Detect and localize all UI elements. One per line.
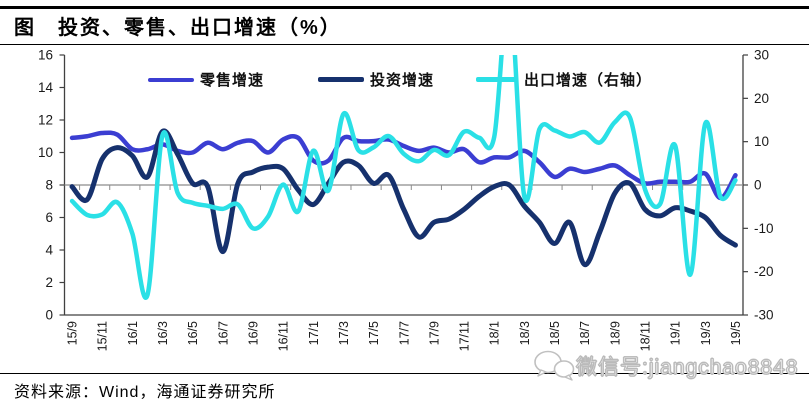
x-axis-tick-label: 16/11	[277, 321, 291, 351]
legend-marker-retail	[148, 77, 194, 82]
right-axis-tick-label: -30	[754, 308, 774, 323]
x-axis-tick-label: 19/1	[669, 321, 683, 345]
right-axis-tick-label: -10	[754, 221, 774, 236]
x-axis-tick-label: 16/7	[216, 321, 230, 345]
x-axis-tick-label: 17/7	[397, 321, 411, 345]
legend-label-retail: 零售增速	[200, 72, 265, 89]
right-axis-tick-label: -20	[754, 264, 774, 279]
x-axis-tick-label: 16/9	[246, 321, 260, 345]
footer-divider	[0, 373, 809, 374]
wechat-id: 微信号:jiangchao8848	[575, 355, 799, 379]
wechat-watermark: 微信号:jiangchao8848	[532, 349, 798, 383]
left-axis-tick-label: 4	[45, 243, 53, 258]
legend-item-investment: 投资增速	[318, 69, 434, 90]
right-axis-tick-label: 20	[754, 91, 769, 106]
x-axis-tick-label: 17/9	[427, 321, 441, 345]
x-axis-tick-label: 17/11	[458, 321, 472, 351]
right-axis-tick-label: 10	[754, 134, 769, 149]
export-growth-line	[69, 55, 738, 300]
x-axis-tick-label: 16/3	[156, 321, 170, 345]
left-axis-tick-label: 6	[45, 210, 53, 225]
chart-title: 图 投资、零售、出口增速（%）	[14, 17, 342, 39]
title-divider	[0, 44, 809, 45]
series-group	[69, 55, 738, 300]
wechat-icon	[534, 350, 575, 381]
left-axis-tick-label: 8	[45, 178, 53, 193]
x-axis-tick-label: 16/1	[126, 321, 140, 345]
retail-growth-line	[69, 130, 738, 201]
left-axis-tick-label: 12	[38, 113, 53, 128]
x-axis-tick-label: 19/3	[699, 321, 713, 345]
left-axis-tick-label: 16	[38, 48, 53, 63]
x-axis-tick-label: 18/7	[578, 321, 592, 345]
top-divider	[0, 6, 809, 9]
x-axis-tick-label: 18/11	[638, 321, 652, 351]
x-axis-tick-label: 15/9	[66, 321, 80, 345]
left-axis-tick-label: 0	[45, 308, 53, 323]
line-chart: 16 14 12 10 8 6 4 2 0 30 20 10 0 -10 -20 -30 15/9 15/11 16…	[0, 45, 809, 370]
investment-growth-line	[69, 128, 738, 268]
left-axis-tick-label: 10	[38, 145, 53, 160]
x-axis-tick-label: 15/11	[96, 321, 110, 351]
x-axis-tick-label: 18/3	[518, 321, 532, 345]
legend-item-export: 出口增速（右轴）	[476, 69, 652, 90]
legend-marker-investment	[318, 77, 364, 82]
legend-label-investment: 投资增速	[370, 72, 435, 89]
left-axis-tick-label: 2	[45, 275, 53, 290]
x-axis-tick-label: 17/3	[337, 321, 351, 345]
legend-marker-export	[476, 77, 518, 82]
source-note: 资料来源：Wind，海通证券研究所	[14, 384, 276, 401]
x-axis-tick-label: 18/5	[548, 321, 562, 345]
x-axis-tick-label: 17/1	[307, 321, 321, 345]
legend-label-export: 出口增速（右轴）	[524, 72, 653, 89]
right-axis-tick-label: 30	[754, 48, 769, 63]
legend-item-retail: 零售增速	[148, 69, 264, 90]
x-axis-tick-label: 17/5	[367, 321, 381, 345]
x-axis-tick-label: 19/5	[729, 321, 743, 345]
left-axis-tick-label: 14	[38, 80, 54, 95]
x-axis-tick-label: 18/9	[608, 321, 622, 345]
x-axis-tick-label: 18/1	[488, 321, 502, 345]
x-axis-tick-label: 16/5	[186, 321, 200, 345]
right-axis-tick-label: 0	[754, 178, 762, 193]
